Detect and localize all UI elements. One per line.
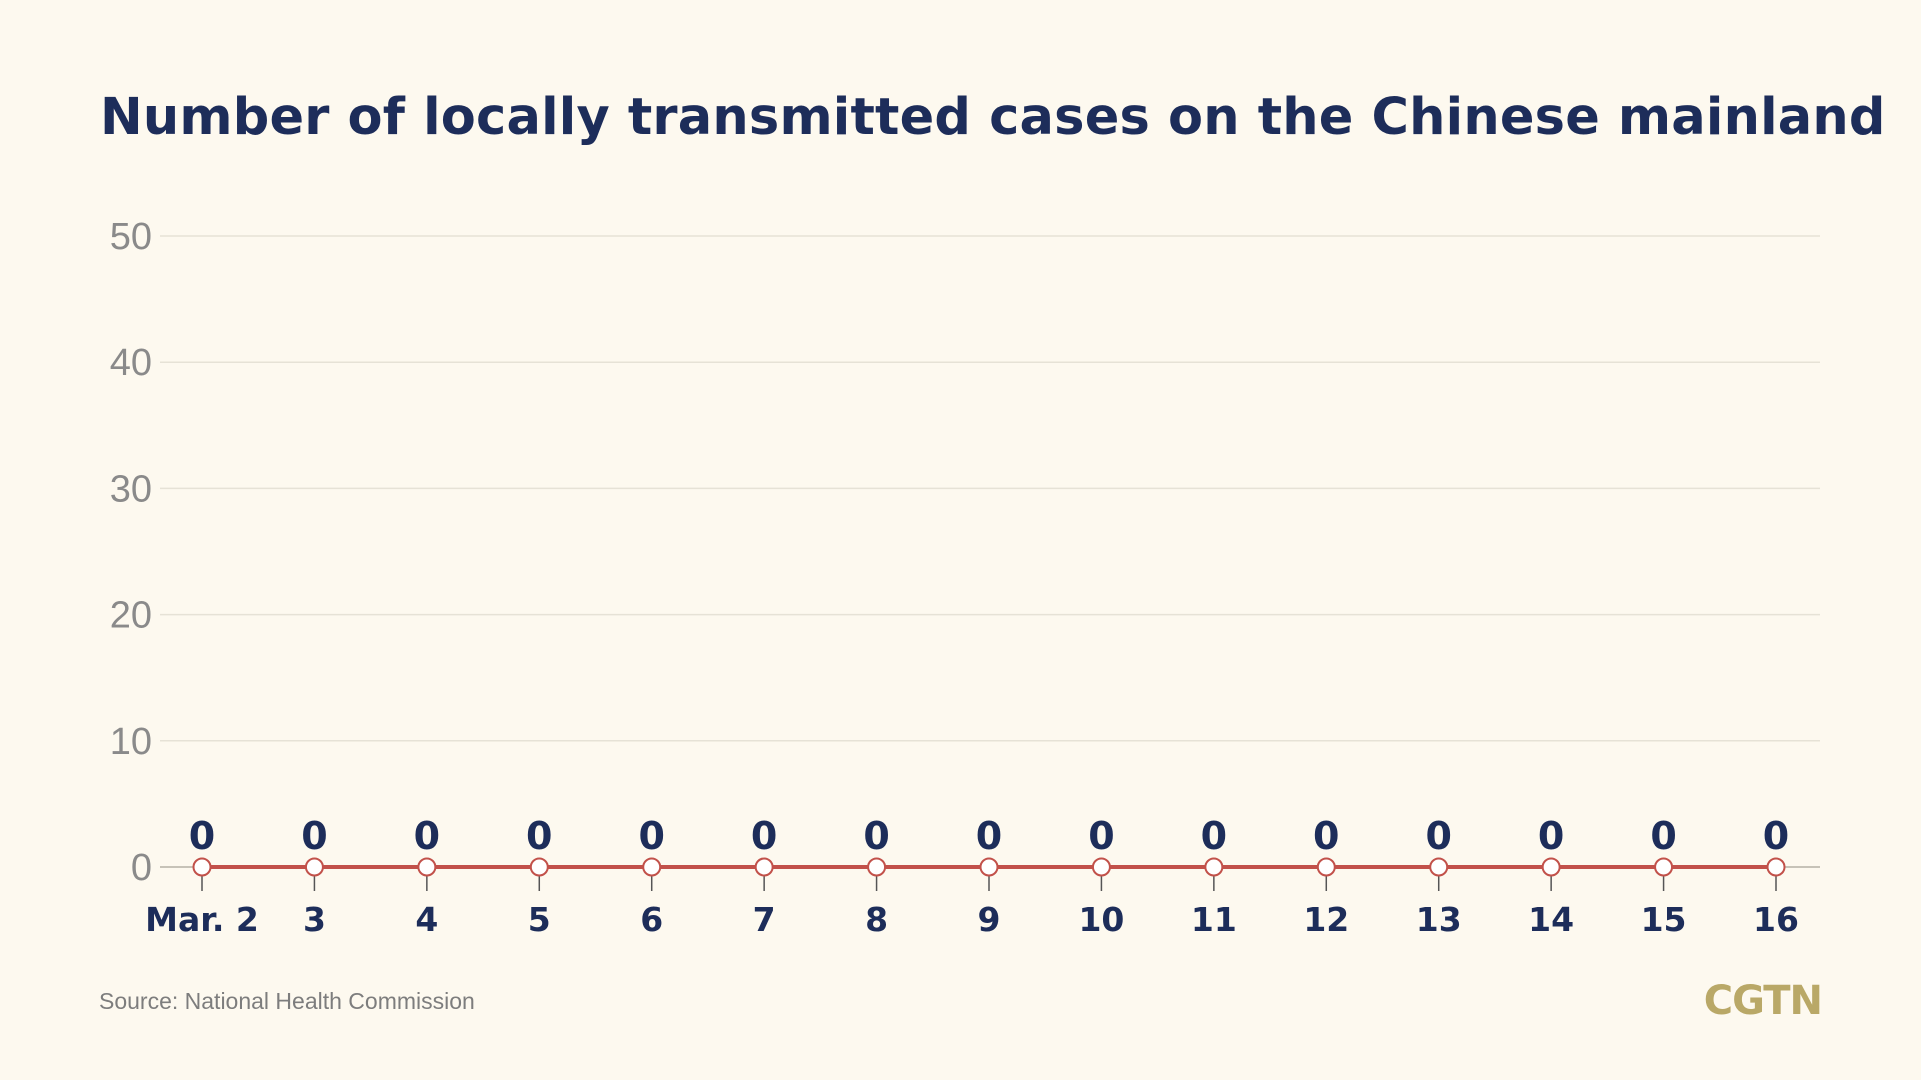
gridlines — [160, 235, 1820, 868]
y-tick-label: 10 — [110, 721, 152, 763]
x-tick-label: 4 — [415, 900, 438, 939]
data-point — [642, 857, 662, 877]
data-point — [1654, 857, 1674, 877]
data-point — [1541, 857, 1561, 877]
data-label: 0 — [638, 814, 664, 858]
data-point — [1429, 857, 1449, 877]
y-tick-label: 50 — [110, 216, 152, 258]
x-tick-label: Mar. 2 — [145, 900, 259, 939]
x-tick-label: 12 — [1303, 900, 1349, 939]
data-label: 0 — [301, 814, 327, 858]
data-label: 0 — [1313, 814, 1339, 858]
y-tick-label: 30 — [110, 468, 152, 510]
data-point — [304, 857, 324, 877]
x-tick-label: 7 — [753, 900, 776, 939]
x-tick-label: 3 — [303, 900, 326, 939]
data-labels: 0 0 0 0 0 0 0 0 0 0 0 0 0 0 0 — [189, 814, 1789, 858]
x-tick-label: 13 — [1416, 900, 1462, 939]
data-label: 0 — [863, 814, 889, 858]
data-point — [1766, 857, 1786, 877]
data-label: 0 — [1650, 814, 1676, 858]
data-label: 0 — [1425, 814, 1451, 858]
data-point — [529, 857, 549, 877]
data-label: 0 — [414, 814, 440, 858]
x-tick-label: 5 — [528, 900, 551, 939]
chart-title: Number of locally transmitted cases on t… — [100, 88, 1886, 147]
y-tick-label: 40 — [110, 342, 152, 384]
x-tick-label: 14 — [1528, 900, 1574, 939]
data-label: 0 — [751, 814, 777, 858]
x-tick-label: 11 — [1191, 900, 1237, 939]
x-tick-label: 9 — [978, 900, 1001, 939]
y-tick-label: 0 — [131, 847, 152, 889]
data-point — [192, 857, 212, 877]
y-tick-label: 20 — [110, 595, 152, 637]
data-label: 0 — [189, 814, 215, 858]
x-tick-label: 8 — [865, 900, 888, 939]
data-point — [1204, 857, 1224, 877]
data-point — [979, 857, 999, 877]
data-point — [1091, 857, 1111, 877]
data-label: 0 — [976, 814, 1002, 858]
data-point — [417, 857, 437, 877]
data-point — [754, 857, 774, 877]
x-tick-label: 15 — [1641, 900, 1687, 939]
data-label: 0 — [1538, 814, 1564, 858]
x-tick-label: 10 — [1078, 900, 1124, 939]
data-label: 0 — [1201, 814, 1227, 858]
y-axis-ticks: 0 10 20 30 40 50 — [110, 216, 152, 889]
x-tick-label: 6 — [640, 900, 663, 939]
data-label: 0 — [1088, 814, 1114, 858]
data-points — [192, 857, 1786, 877]
data-label: 0 — [526, 814, 552, 858]
data-label: 0 — [1763, 814, 1789, 858]
x-axis-ticks: Mar. 2 3 4 5 6 7 8 9 10 11 12 13 14 15 16 — [145, 867, 1799, 939]
source-note: Source: National Health Commission — [99, 988, 475, 1014]
cgtn-logo: CGTN — [1703, 978, 1823, 1024]
data-point — [867, 857, 887, 877]
x-tick-label: 16 — [1753, 900, 1799, 939]
data-point — [1316, 857, 1336, 877]
